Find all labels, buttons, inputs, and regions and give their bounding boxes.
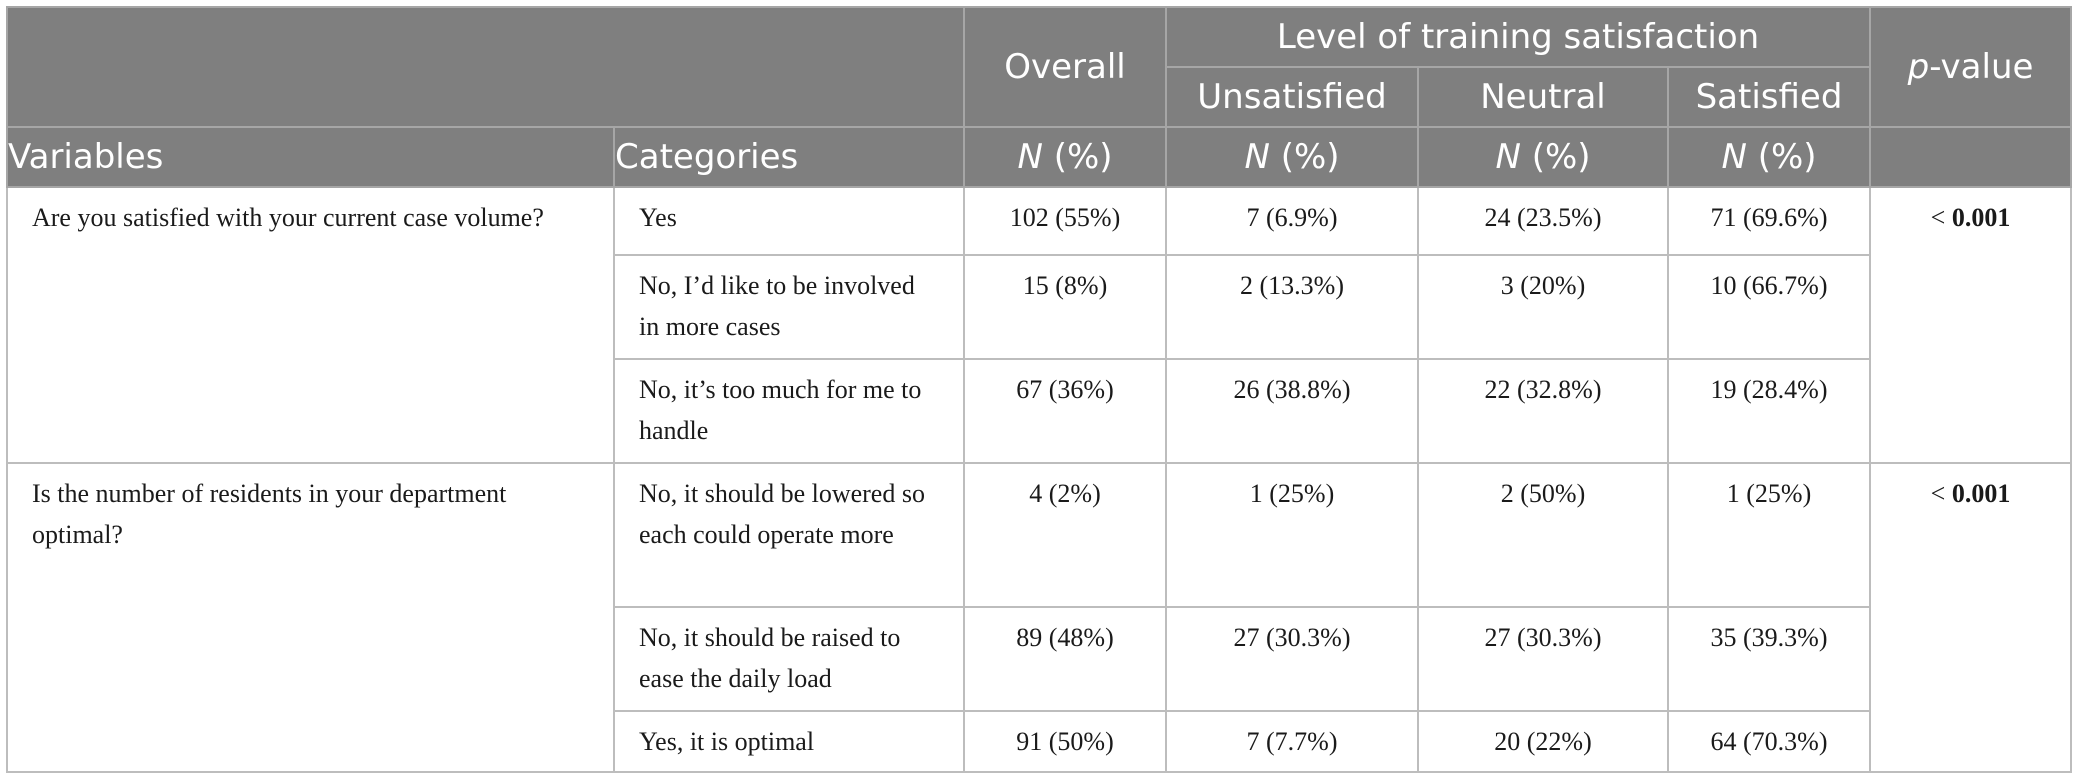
neutral-cell: 20 (22%)	[1417, 710, 1669, 773]
overall-cell: 102 (55%)	[963, 186, 1167, 256]
unsatisfied-cell: 26 (38.8%)	[1165, 358, 1419, 464]
category-cell: No, it should be raised to ease the dail…	[613, 606, 965, 712]
table-row: No, I’d like to be involved in more case…	[7, 254, 2071, 360]
header-level-group: Level of training satisfaction	[1164, 6, 1872, 68]
variable-cell: Are you satisfied with your current case…	[6, 186, 615, 464]
satisfied-cell: 19 (28.4%)	[1666, 358, 1872, 464]
overall-cell: 89 (48%)	[963, 606, 1167, 712]
table-row: No, it should be raised to ease the dail…	[7, 606, 2071, 712]
satisfied-cell: 71 (69.6%)	[1666, 186, 1872, 256]
header-neutral: Neutral	[1417, 66, 1669, 128]
header-pvalue: p-value	[1869, 6, 2073, 128]
header-overall: Overall	[963, 6, 1167, 128]
unsatisfied-cell: 1 (25%)	[1165, 462, 1419, 608]
overall-cell: 15 (8%)	[963, 254, 1167, 360]
table-row: Are you satisfied with your current case…	[6, 186, 2073, 464]
overall-cell: 91 (50%)	[963, 710, 1167, 773]
unsatisfied-cell: 2 (13.3%)	[1165, 254, 1419, 360]
category-cell: No, it should be lowered so each could o…	[613, 462, 965, 608]
variable-cell: Is the number of residents in your depar…	[6, 462, 615, 773]
satisfied-cell: 64 (70.3%)	[1666, 710, 1872, 773]
neutral-cell: 24 (23.5%)	[1417, 186, 1669, 256]
header-variables: Variables	[6, 126, 615, 188]
category-cell: Yes, it is optimal	[613, 710, 965, 773]
category-cell: No, I’d like to be involved in more case…	[613, 254, 965, 360]
satisfaction-table: Overall Level of training satisfaction p…	[6, 6, 2073, 773]
header-n-neutral: N (%)	[1417, 126, 1669, 188]
header-n-satisfied: N (%)	[1666, 126, 1872, 188]
neutral-cell: 3 (20%)	[1417, 254, 1669, 360]
unsatisfied-cell: 7 (7.7%)	[1165, 710, 1419, 773]
table-row: Yes, it is optimal 91 (50%) 7 (7.7%) 20 …	[7, 710, 2071, 773]
category-cell: Yes	[613, 186, 965, 256]
unsatisfied-cell: 7 (6.9%)	[1165, 186, 1419, 256]
satisfied-cell: 35 (39.3%)	[1666, 606, 1872, 712]
satisfied-cell: 10 (66.7%)	[1666, 254, 1872, 360]
neutral-cell: 22 (32.8%)	[1417, 358, 1669, 464]
header-n-unsatisfied: N (%)	[1165, 126, 1419, 188]
header-blank-cell	[6, 6, 965, 128]
pvalue-cell: < 0.001	[1869, 186, 2073, 464]
table-row: No, it’s too much for me to handle 67 (3…	[7, 358, 2071, 464]
header-pvalue-p: p	[1907, 47, 1930, 87]
header-pvalue-blank	[1869, 126, 2073, 188]
header-unsatisfied: Unsatisfied	[1165, 66, 1419, 128]
overall-cell: 67 (36%)	[963, 358, 1167, 464]
unsatisfied-cell: 27 (30.3%)	[1165, 606, 1419, 712]
overall-cell: 4 (2%)	[963, 462, 1167, 608]
header-categories: Categories	[613, 126, 965, 188]
neutral-cell: 27 (30.3%)	[1417, 606, 1669, 712]
header-satisfied: Satisfied	[1666, 66, 1872, 128]
satisfied-cell: 1 (25%)	[1666, 462, 1872, 608]
header-pvalue-rest: -value	[1929, 47, 2034, 87]
table-row: Is the number of residents in your depar…	[6, 462, 2073, 773]
category-cell: No, it’s too much for me to handle	[613, 358, 965, 464]
header-n-overall: N (%)	[963, 126, 1167, 188]
neutral-cell: 2 (50%)	[1417, 462, 1669, 608]
pvalue-cell: < 0.001	[1869, 462, 2073, 773]
